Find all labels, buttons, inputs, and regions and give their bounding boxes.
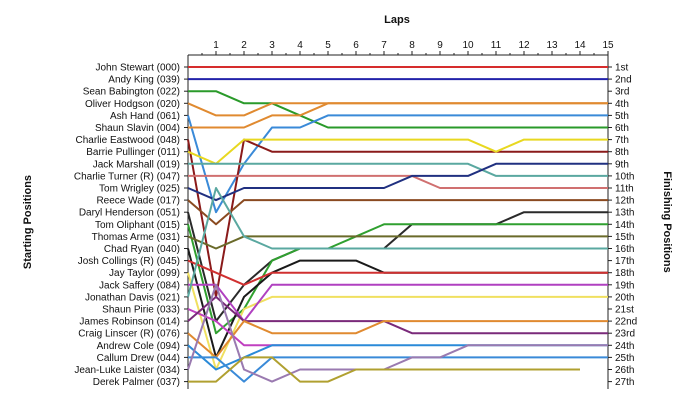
driver-line-4 bbox=[187, 102, 608, 117]
finishing-position-label: 25th bbox=[615, 353, 634, 364]
lap-tick-label: 13 bbox=[546, 40, 558, 51]
finishing-position-label: 27th bbox=[615, 377, 634, 388]
y-axis-label-left: Starting Positions bbox=[22, 175, 34, 269]
finishing-position-label: 24th bbox=[615, 341, 634, 352]
starting-position-label: Josh Collings (R) (045) bbox=[78, 256, 180, 267]
driver-line-25 bbox=[188, 356, 608, 383]
driver-line-11 bbox=[187, 162, 608, 202]
driver-line-19 bbox=[188, 283, 608, 323]
starting-position-label: James Robinson (014) bbox=[79, 317, 180, 328]
lap-tick-label: 14 bbox=[574, 40, 586, 51]
finishing-position-label: 2nd bbox=[615, 75, 632, 86]
finishing-position-label: 19th bbox=[615, 280, 634, 291]
driver-line-23 bbox=[187, 320, 608, 359]
starting-position-label: Reece Wade (017) bbox=[96, 196, 180, 207]
finishing-position-label: 20th bbox=[615, 292, 634, 303]
finishing-position-label: 4th bbox=[615, 99, 629, 110]
starting-position-label: Chad Ryan (040) bbox=[104, 244, 180, 255]
finishing-position-label: 7th bbox=[615, 135, 629, 146]
finishing-position-label: 3rd bbox=[615, 87, 629, 98]
driver-line-22 bbox=[187, 295, 608, 335]
lap-tick-label: 2 bbox=[241, 40, 247, 51]
starting-position-label: Callum Drew (044) bbox=[97, 353, 180, 364]
starting-position-label: John Stewart (000) bbox=[96, 63, 181, 74]
driver-line-16 bbox=[187, 248, 608, 359]
finishing-position-label: 22nd bbox=[615, 317, 637, 328]
starting-position-label: Jack Saffery (084) bbox=[99, 280, 180, 291]
lap-tick-label: 9 bbox=[437, 40, 443, 51]
lap-tick-label: 7 bbox=[381, 40, 387, 51]
starting-position-label: Barrie Pullinger (011) bbox=[86, 147, 180, 158]
lap-tick-label: 12 bbox=[518, 40, 530, 51]
starting-position-label: Craig Linscer (R) (076) bbox=[78, 329, 180, 340]
starting-position-label: Ash Hand (061) bbox=[110, 111, 180, 122]
finishing-position-label: 26th bbox=[615, 365, 634, 376]
driver-line-10 bbox=[188, 174, 608, 189]
finishing-position-label: 1st bbox=[615, 63, 629, 74]
starting-position-label: Shaun Pirie (033) bbox=[102, 305, 180, 316]
chart-title: Laps bbox=[384, 14, 410, 26]
finishing-position-label: 16th bbox=[615, 244, 634, 255]
starting-position-label: Derek Palmer (037) bbox=[93, 377, 180, 388]
lap-tick-label: 15 bbox=[602, 40, 614, 51]
finishing-position-label: 11th bbox=[615, 184, 634, 195]
lap-tick-label: 1 bbox=[213, 40, 219, 51]
finishing-position-label: 14th bbox=[615, 220, 634, 231]
finishing-position-label: 6th bbox=[615, 123, 629, 134]
starting-position-label: Oliver Hodgson (020) bbox=[85, 99, 180, 110]
starting-position-label: Shaun Slavin (004) bbox=[95, 123, 180, 134]
driver-line-26 bbox=[187, 283, 608, 383]
driver-line-9 bbox=[188, 162, 608, 177]
finishing-position-label: 9th bbox=[615, 159, 629, 170]
lap-tick-label: 3 bbox=[269, 40, 275, 51]
lap-tick-label: 5 bbox=[325, 40, 331, 51]
lap-tick-label: 10 bbox=[462, 40, 474, 51]
driver-line-7 bbox=[187, 138, 608, 298]
starting-position-label: Tom Oliphant (015) bbox=[95, 220, 180, 231]
finishing-position-label: 13th bbox=[615, 208, 634, 219]
driver-line-17 bbox=[187, 259, 608, 286]
lap-tick-label: 4 bbox=[297, 40, 303, 51]
starting-position-label: Andy King (039) bbox=[108, 75, 180, 86]
driver-line-13 bbox=[187, 211, 608, 323]
starting-position-label: Jean-Luke Laister (034) bbox=[74, 365, 180, 376]
starting-position-label: Charlie Eastwood (048) bbox=[76, 135, 181, 146]
finishing-position-label: 18th bbox=[615, 268, 634, 279]
starting-position-label: Jay Taylor (099) bbox=[109, 268, 180, 279]
driver-line-6 bbox=[188, 102, 608, 129]
finishing-position-label: 10th bbox=[615, 171, 634, 182]
finishing-position-label: 17th bbox=[615, 256, 634, 267]
driver-line-12 bbox=[187, 199, 608, 226]
finishing-position-label: 21st bbox=[615, 305, 634, 316]
driver-line-27 bbox=[188, 356, 580, 383]
driver-line-20 bbox=[187, 187, 608, 298]
starting-position-label: Jack Marshall (019) bbox=[93, 159, 180, 170]
starting-position-label: Sean Babington (022) bbox=[83, 87, 180, 98]
finishing-position-label: 5th bbox=[615, 111, 629, 122]
finishing-position-label: 12th bbox=[615, 196, 634, 207]
starting-position-label: Thomas Arme (031) bbox=[92, 232, 180, 243]
finishing-position-label: 15th bbox=[615, 232, 634, 243]
starting-position-label: Daryl Henderson (051) bbox=[79, 208, 180, 219]
lap-tick-label: 8 bbox=[409, 40, 415, 51]
starting-position-label: Charlie Turner (R) (047) bbox=[74, 171, 180, 182]
y-axis-label-right: Finishing Positions bbox=[661, 171, 673, 272]
driver-line-15 bbox=[187, 235, 608, 250]
lap-tick-label: 6 bbox=[353, 40, 359, 51]
lap-tick-label: 11 bbox=[491, 40, 502, 51]
driver-line-3 bbox=[188, 90, 608, 129]
finishing-position-label: 23rd bbox=[615, 329, 635, 340]
starting-position-label: Jonathan Davis (021) bbox=[85, 292, 180, 303]
starting-position-label: Andrew Cole (094) bbox=[97, 341, 180, 352]
driver-line-8 bbox=[187, 138, 608, 165]
finishing-position-label: 8th bbox=[615, 147, 629, 158]
starting-position-label: Tom Wrigley (025) bbox=[99, 184, 180, 195]
